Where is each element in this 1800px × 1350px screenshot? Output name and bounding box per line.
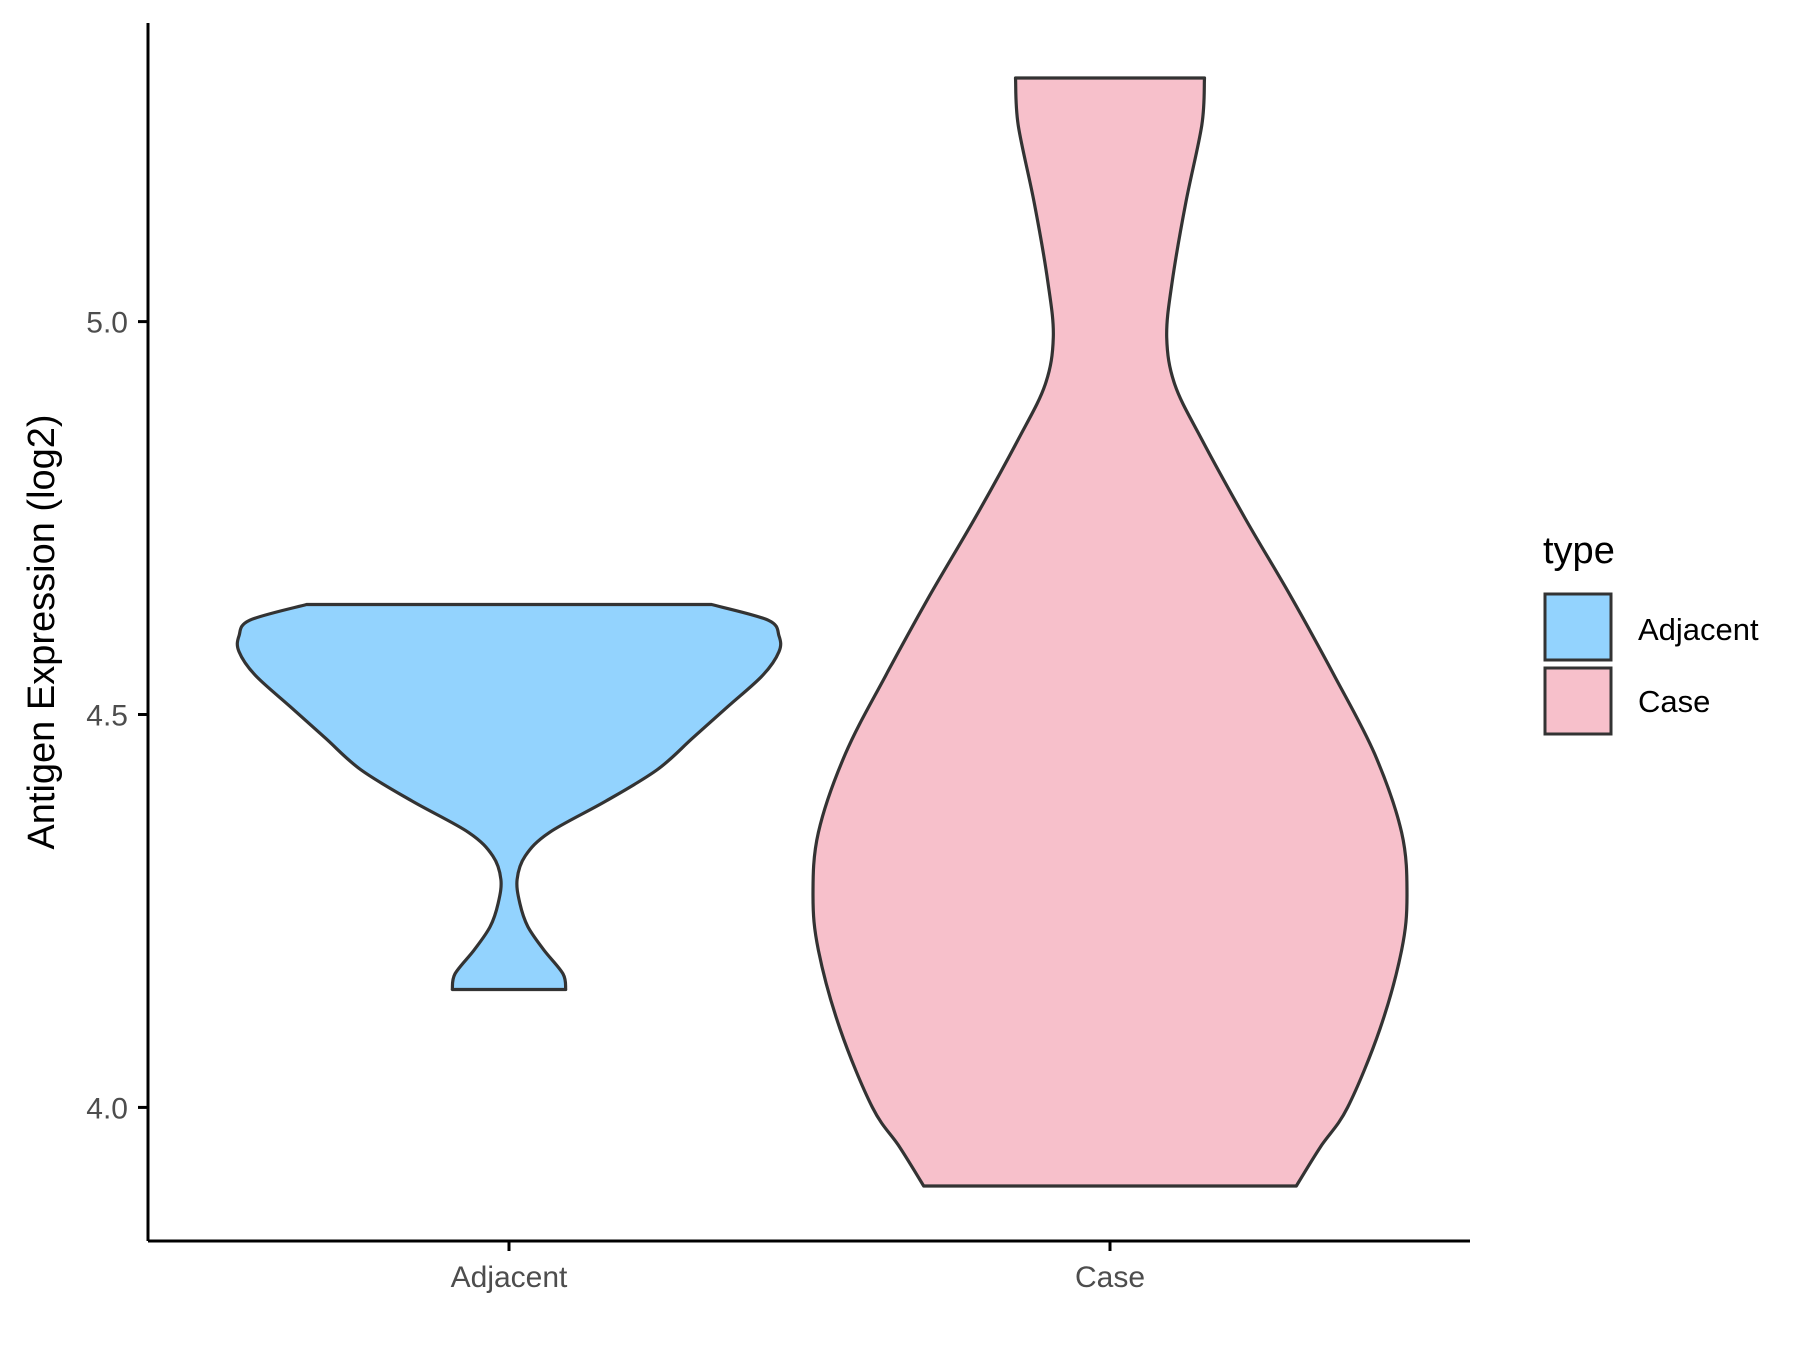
y-tick-label: 5.0	[86, 307, 128, 340]
violin-case	[811, 76, 1409, 1188]
violins	[235, 76, 1409, 1188]
legend-label-adjacent: Adjacent	[1638, 612, 1759, 647]
legend-label-case: Case	[1638, 684, 1710, 719]
legend-key-case	[1543, 666, 1613, 736]
y-ticks: 4.0 4.5 5.0	[86, 307, 148, 1125]
legend-key-adjacent	[1543, 592, 1613, 662]
x-tick-label-adjacent: Adjacent	[451, 1261, 568, 1294]
y-tick-label: 4.0	[86, 1092, 128, 1125]
x-ticks: Adjacent Case	[451, 1241, 1145, 1294]
violin-adjacent	[235, 602, 783, 992]
y-axis-title: Antigen Expression (log2)	[21, 414, 63, 849]
legend-title: type	[1543, 530, 1615, 572]
y-tick-label: 4.5	[86, 700, 128, 733]
x-tick-label-case: Case	[1075, 1261, 1145, 1294]
legend: type Adjacent Case	[1543, 530, 1759, 736]
